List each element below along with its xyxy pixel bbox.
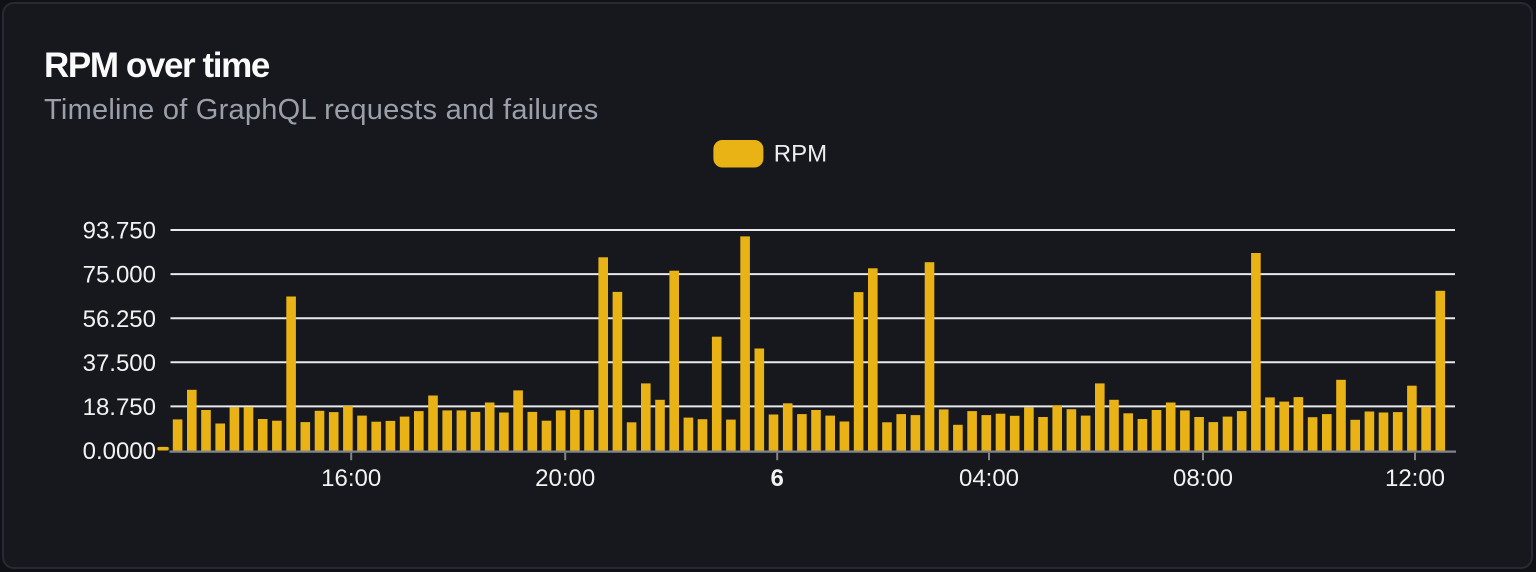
svg-text:6: 6 xyxy=(771,465,784,492)
svg-text:12:00: 12:00 xyxy=(1385,465,1445,492)
svg-text:18.750: 18.750 xyxy=(83,394,156,421)
svg-text:37.500: 37.500 xyxy=(83,350,156,377)
svg-text:08:00: 08:00 xyxy=(1173,465,1233,492)
svg-text:16:00: 16:00 xyxy=(321,465,381,492)
svg-text:0.0000: 0.0000 xyxy=(83,438,156,465)
svg-text:20:00: 20:00 xyxy=(535,465,595,492)
svg-text:93.750: 93.750 xyxy=(83,218,156,245)
svg-text:04:00: 04:00 xyxy=(959,465,1019,492)
svg-text:RPM: RPM xyxy=(774,141,827,168)
svg-text:56.250: 56.250 xyxy=(83,306,156,333)
svg-text:75.000: 75.000 xyxy=(83,262,156,289)
